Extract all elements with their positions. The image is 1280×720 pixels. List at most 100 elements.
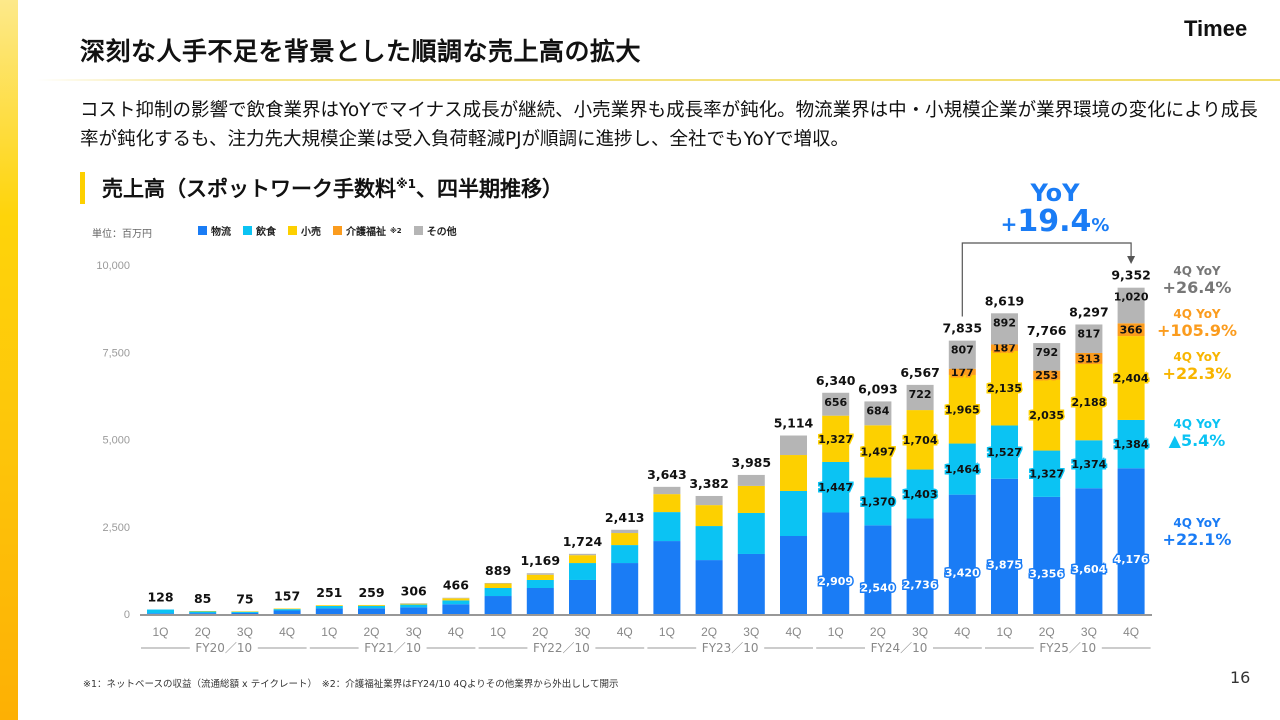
yoy-key: 4Q YoY [1173,417,1221,431]
bar-total-label: 466 [443,578,469,593]
bar-segment-food [273,609,301,611]
bar-total-label: 889 [485,563,511,578]
x-tick-label: 3Q [574,625,590,639]
bar-segment-food [484,587,512,597]
footnote: ※1：ネットベースの収益（流通総額 x テイクレート） ※2：介護福祉業界はFY… [83,679,619,690]
bar-segment-logistics [1075,488,1103,614]
bar-segment-retail [780,455,807,491]
x-tick-label: 2Q [701,625,717,639]
segment-value-label: 1,370 [861,495,896,508]
segment-value-label: 807 [951,344,974,357]
bar-segment-retail [189,611,217,612]
bar-segment-logistics [526,587,554,614]
section-heading-text: 売上高（スポットワーク手数料※1、四半期推移） [102,173,563,203]
legend-item-food: 飲食 [243,223,276,238]
yoy-retail: 4Q YoY +22.3% [1157,350,1237,383]
brand-sidebar-stripe [0,0,18,720]
bar-segment-logistics [991,478,1018,614]
bar-segment-other [695,495,723,506]
segment-value-label: 817 [1077,327,1100,340]
legend-label: 小売 [301,227,321,238]
yoy-key: 4Q YoY [1173,350,1221,364]
x-tick-label: 2Q [532,625,548,639]
segment-value-label: 2,540 [861,582,896,595]
x-tick-label: 1Q [996,625,1012,639]
legend-swatch [413,226,423,235]
segment-value-label: 1,527 [987,446,1022,459]
yoy-key: 4Q YoY [1173,516,1221,530]
bar-total-label: 306 [401,583,427,598]
bar-total-label: 3,985 [732,455,772,470]
y-tick-label: 2,500 [102,522,130,534]
segment-value-label: 1,020 [1114,291,1149,304]
bar-segment-retail [906,410,934,470]
legend-swatch [333,226,342,235]
bar-segment-logistics [315,608,343,614]
bar-segment-other [442,597,470,599]
total-yoy-number: 19.4 [1017,204,1092,239]
bar-segment-retail [484,583,512,588]
segment-value-label: 313 [1077,352,1100,365]
yoy-connector-line [961,242,1132,317]
segment-value-label: 1,384 [1114,438,1149,451]
bar-segment-logistics [695,560,723,614]
segment-value-label: 892 [993,316,1016,329]
x-tick-label: 3Q [912,625,928,639]
bar-segment-other [400,603,428,604]
lead-text: コスト抑制の影響で飲食業界はYoYでマイナス成長が継続、小売業界も成長率が鈍化。… [80,100,1258,150]
x-tick-label: 2Q [363,625,379,639]
bar-total-label: 6,340 [816,373,856,388]
bar-segment-other [991,313,1018,345]
segment-value-label: 1,327 [818,433,853,446]
total-yoy-sign: + [1000,212,1018,236]
bar-segment-logistics [822,512,850,614]
bar-segment-care [991,344,1018,351]
segment-value-label: 4,176 [1114,553,1149,566]
bar-total-label: 5,114 [774,416,814,431]
bar-segment-logistics [611,563,639,614]
legend-swatch [243,226,252,235]
legend-label: その他 [426,227,457,238]
total-yoy-label: YoY [1030,179,1080,207]
bar-total-label: 259 [358,585,384,600]
bar-segment-care [948,368,976,375]
bar-segment-food [1117,419,1145,469]
x-tick-label: 2Q [870,625,886,639]
bar-segment-food [526,579,554,588]
bar-segment-logistics [231,612,259,614]
segment-value-label: 3,356 [1029,567,1064,580]
segment-value-label: 253 [1035,369,1058,382]
legend-swatch [288,226,297,235]
bar-segment-logistics [484,596,512,614]
yoy-value: +22.1% [1162,530,1232,549]
bar-segment-retail [442,598,470,601]
yoy-value: +22.3% [1162,364,1232,383]
bar-segment-other [906,384,934,411]
fiscal-year-label: FY21／10 [364,641,421,655]
bar-total-label: 8,297 [1069,304,1109,319]
bar-total-label: 7,766 [1027,323,1067,338]
bar-segment-food [822,461,850,513]
yoy-logistics: 4Q YoY +22.1% [1157,516,1237,549]
bar-segment-other [569,553,596,556]
x-tick-label: 1Q [490,625,506,639]
bar-total-label: 157 [274,589,300,604]
bar-segment-retail [822,415,850,462]
bar-segment-logistics [273,610,301,614]
segment-value-label: 1,497 [861,445,896,458]
bar-segment-retail [1075,363,1103,441]
segment-value-label: 1,447 [818,481,853,494]
bar-segment-food [611,545,639,564]
bar-total-label: 1,724 [563,534,603,549]
segment-value-label: 1,327 [1029,468,1064,481]
total-yoy-unit: % [1091,215,1110,236]
yoy-key: 4Q YoY [1173,264,1221,278]
bar-segment-other [822,392,850,416]
bar-total-label: 7,835 [943,321,983,336]
x-tick-label: 4Q [785,625,801,639]
bar-total-label: 6,093 [858,381,898,396]
bar-segment-retail [315,605,343,606]
yoy-care: 4Q YoY +105.9% [1157,307,1237,340]
x-tick-label: 1Q [659,625,675,639]
